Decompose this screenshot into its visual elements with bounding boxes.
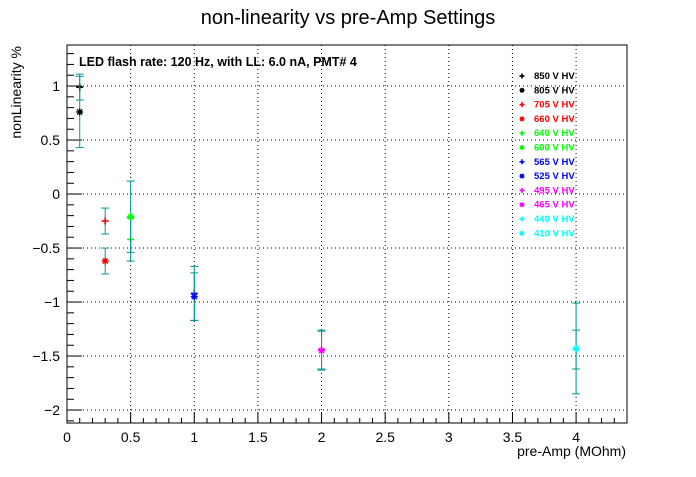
- x-tick-label: 0.5: [121, 429, 141, 445]
- y-tick-label: 0.5: [41, 132, 61, 148]
- data-point: [317, 330, 326, 371]
- y-tick-label: −0.5: [32, 240, 60, 256]
- x-tick-label: 4: [572, 429, 580, 445]
- data-point: [190, 272, 199, 321]
- data-point: [572, 302, 581, 395]
- y-tick-label: −1: [44, 294, 60, 310]
- legend-label: 565 V HV: [534, 157, 575, 168]
- data-point: [126, 180, 135, 253]
- chart-title: non-linearity vs pre-Amp Settings: [201, 7, 496, 29]
- data-point: [101, 247, 110, 275]
- legend-entry: 495 V HV: [519, 185, 575, 196]
- legend: 850 V HV 805 V HV 705 V HV 660 V HV 640 V HV…: [519, 71, 575, 239]
- legend-entry: 410 V HV: [519, 228, 575, 239]
- legend-label: 465 V HV: [534, 200, 575, 211]
- x-tick-label: 0: [63, 429, 71, 445]
- legend-label: 850 V HV: [534, 71, 575, 82]
- legend-entry: 640 V HV: [519, 128, 575, 139]
- legend-label: 660 V HV: [534, 114, 575, 125]
- legend-entry: 850 V HV: [519, 71, 575, 82]
- y-tick-label: 1: [52, 78, 60, 94]
- data-point: [101, 207, 110, 235]
- legend-entry: 465 V HV: [519, 200, 575, 211]
- legend-label: 440 V HV: [534, 214, 575, 225]
- x-axis-label: pre-Amp (MOhm): [517, 443, 626, 459]
- legend-entry: 805 V HV: [519, 85, 575, 96]
- y-tick-label: −1.5: [32, 348, 60, 364]
- legend-entry: 600 V HV: [519, 143, 575, 154]
- y-tick-label: −2: [44, 402, 60, 418]
- legend-entry: 440 V HV: [519, 214, 575, 225]
- legend-label: 495 V HV: [534, 185, 575, 196]
- x-tick-label: 1.5: [248, 429, 268, 445]
- legend-entry: 525 V HV: [519, 171, 575, 182]
- x-tick-label: 2.5: [375, 429, 395, 445]
- legend-entry: 660 V HV: [519, 114, 575, 125]
- chart-annotation: LED flash rate: 120 Hz, with LL: 6.0 nA,…: [79, 55, 357, 69]
- legend-label: 805 V HV: [534, 85, 575, 96]
- legend-label: 600 V HV: [534, 143, 575, 154]
- legend-label: 410 V HV: [534, 228, 575, 239]
- x-tick-label: 1: [190, 429, 198, 445]
- x-tick-label: 2: [318, 429, 326, 445]
- legend-label: 525 V HV: [534, 171, 575, 182]
- legend-label: 640 V HV: [534, 128, 575, 139]
- plot-frame: [66, 44, 628, 424]
- y-tick-label: 0: [52, 186, 60, 202]
- y-axis-label: nonLinearity %: [8, 46, 24, 139]
- data-point: [75, 75, 84, 149]
- legend-entry: 565 V HV: [519, 157, 575, 168]
- legend-entry: 705 V HV: [519, 100, 575, 111]
- x-tick-label: 3: [445, 429, 453, 445]
- legend-label: 705 V HV: [534, 100, 575, 111]
- x-tick-label: 3.5: [503, 429, 523, 445]
